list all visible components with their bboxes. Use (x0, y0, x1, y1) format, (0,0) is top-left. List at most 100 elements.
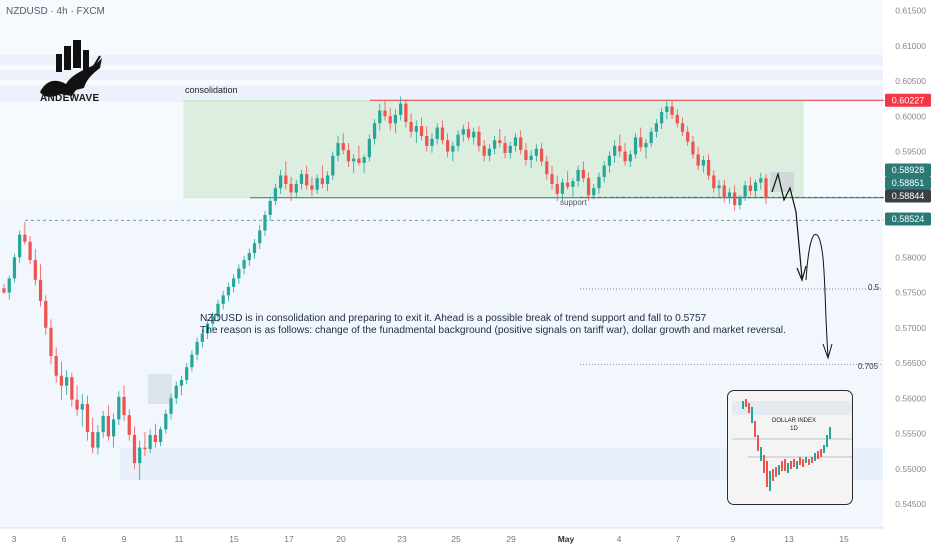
candle[interactable] (242, 255, 246, 275)
candle[interactable] (748, 176, 752, 196)
candle[interactable] (143, 432, 147, 457)
candle[interactable] (513, 133, 518, 152)
candle[interactable] (425, 126, 429, 152)
candle[interactable] (665, 99, 669, 120)
candle[interactable] (70, 372, 74, 407)
candle[interactable] (597, 172, 601, 194)
candle[interactable] (372, 119, 377, 145)
candle[interactable] (477, 126, 481, 152)
candle[interactable] (524, 143, 528, 166)
candle[interactable] (169, 394, 173, 420)
candle[interactable] (602, 161, 606, 183)
candle[interactable] (132, 426, 137, 469)
candle[interactable] (639, 127, 643, 152)
candle[interactable] (409, 113, 413, 138)
candle[interactable] (659, 107, 664, 129)
candle[interactable] (686, 126, 690, 146)
candle[interactable] (111, 413, 116, 448)
candle[interactable] (216, 299, 220, 323)
candle[interactable] (232, 274, 236, 293)
candle[interactable] (534, 144, 538, 162)
candle[interactable] (764, 174, 768, 204)
candle[interactable] (592, 183, 596, 200)
candle[interactable] (12, 253, 17, 283)
candle[interactable] (278, 169, 283, 194)
candle[interactable] (649, 127, 653, 148)
candle[interactable] (59, 361, 64, 400)
candle[interactable] (670, 100, 674, 120)
candle[interactable] (519, 130, 523, 155)
price-tag[interactable]: 0.58928 (885, 163, 931, 177)
candle[interactable] (117, 391, 121, 426)
candle[interactable] (336, 136, 340, 162)
candle[interactable] (581, 161, 585, 183)
candle[interactable] (85, 395, 90, 441)
candle[interactable] (451, 141, 455, 162)
candle[interactable] (539, 143, 544, 166)
candle[interactable] (96, 425, 100, 455)
candle[interactable] (419, 117, 424, 141)
candle[interactable] (482, 140, 486, 162)
price-tag[interactable]: 0.58524 (885, 212, 931, 226)
candle[interactable] (607, 151, 612, 173)
candle[interactable] (284, 161, 288, 190)
price-tag[interactable]: 0.58844 (885, 189, 931, 203)
candle[interactable] (393, 109, 398, 134)
candle[interactable] (571, 178, 575, 197)
candle[interactable] (727, 188, 732, 204)
candle[interactable] (205, 319, 210, 340)
candle[interactable] (440, 120, 445, 145)
candle[interactable] (691, 136, 695, 159)
candle[interactable] (733, 185, 737, 211)
candle[interactable] (305, 165, 309, 190)
candle[interactable] (414, 120, 418, 144)
candle[interactable] (190, 350, 194, 372)
second-projection-path[interactable] (805, 233, 829, 357)
candle[interactable] (472, 127, 476, 145)
candle[interactable] (247, 248, 251, 266)
candle[interactable] (310, 176, 314, 197)
candle[interactable] (367, 134, 371, 162)
candle[interactable] (388, 107, 392, 131)
candle[interactable] (712, 169, 716, 193)
candle[interactable] (106, 405, 111, 441)
candle[interactable] (759, 172, 763, 190)
candle[interactable] (743, 181, 747, 201)
candle[interactable] (362, 154, 366, 173)
candle[interactable] (492, 136, 497, 155)
candle[interactable] (341, 133, 345, 155)
candle[interactable] (613, 140, 617, 163)
candle[interactable] (80, 394, 84, 427)
candle[interactable] (237, 264, 241, 285)
candle[interactable] (320, 165, 324, 189)
candle[interactable] (65, 370, 69, 395)
candle[interactable] (722, 179, 726, 203)
candle[interactable] (2, 284, 6, 294)
candle[interactable] (268, 196, 272, 221)
candle[interactable] (294, 179, 298, 199)
candle[interactable] (529, 150, 533, 169)
candle[interactable] (289, 176, 293, 201)
candle[interactable] (258, 224, 262, 249)
candle[interactable] (263, 210, 267, 237)
candle[interactable] (127, 409, 131, 441)
candle[interactable] (550, 165, 554, 190)
candle[interactable] (325, 171, 330, 192)
candle[interactable] (148, 429, 152, 454)
candle[interactable] (200, 329, 204, 348)
candle[interactable] (122, 385, 126, 421)
candle[interactable] (701, 155, 705, 173)
candle[interactable] (252, 238, 257, 259)
candle[interactable] (675, 109, 679, 128)
candle[interactable] (576, 165, 580, 187)
candle[interactable] (618, 134, 622, 158)
candle[interactable] (560, 178, 565, 201)
candle[interactable] (179, 375, 184, 396)
candle[interactable] (456, 130, 460, 152)
candle[interactable] (545, 155, 549, 180)
candle[interactable] (435, 123, 439, 145)
candle[interactable] (644, 138, 648, 159)
candle[interactable] (38, 264, 43, 307)
candle[interactable] (623, 143, 627, 166)
